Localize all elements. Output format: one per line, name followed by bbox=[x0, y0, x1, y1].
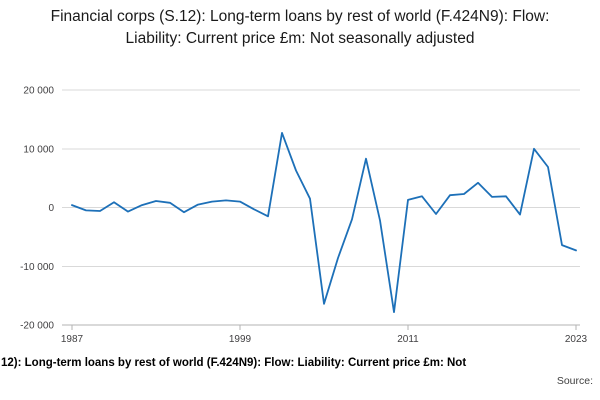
svg-text:10 000: 10 000 bbox=[23, 144, 54, 155]
svg-text:2023: 2023 bbox=[565, 334, 588, 345]
chart-title: Financial corps (S.12): Long-term loans … bbox=[50, 8, 550, 47]
svg-text:-10 000: -10 000 bbox=[20, 262, 54, 273]
svg-text:-20 000: -20 000 bbox=[20, 321, 54, 332]
footer-caption: 12): Long-term loans by rest of world (F… bbox=[1, 357, 467, 369]
svg-text:20 000: 20 000 bbox=[23, 86, 54, 97]
svg-text:2011: 2011 bbox=[397, 334, 419, 345]
line-chart: 20 000 10 000 0 -10 000 -20 000 1987 1999 2011 2… bbox=[20, 86, 588, 346]
svg-text:1999: 1999 bbox=[229, 334, 252, 345]
source-label: Source: bbox=[556, 375, 593, 387]
svg-text:0: 0 bbox=[48, 203, 54, 214]
svg-text:1987: 1987 bbox=[61, 334, 84, 345]
